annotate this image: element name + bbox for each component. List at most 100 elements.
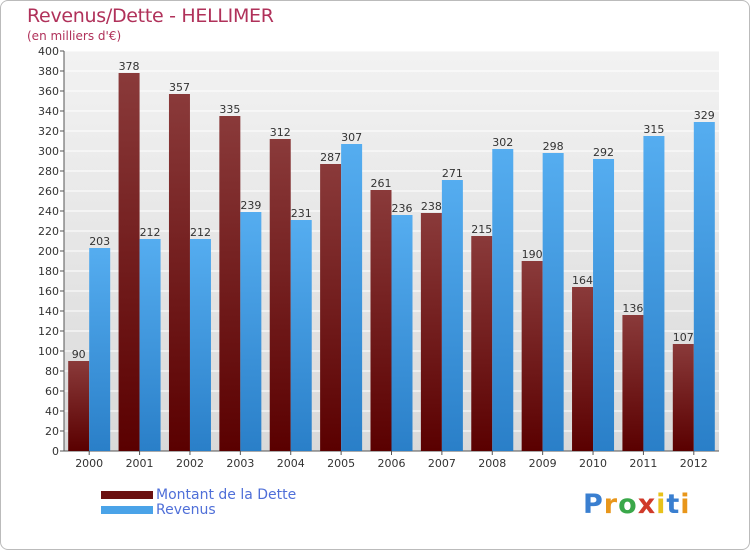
chart-subtitle: (en milliers d'€)	[27, 29, 122, 43]
data-label-revenus: 212	[140, 226, 161, 239]
y-tick-label: 0	[52, 445, 59, 458]
bar-dette	[68, 361, 90, 451]
data-label-dette: 107	[673, 331, 694, 344]
bar-dette	[622, 315, 644, 451]
y-tick-label: 240	[38, 205, 59, 218]
data-label-revenus: 203	[89, 235, 110, 248]
x-tick-label: 2000	[75, 457, 103, 470]
x-tick-label: 2012	[680, 457, 708, 470]
data-label-revenus: 212	[190, 226, 211, 239]
x-tick-label: 2006	[378, 457, 406, 470]
proxiti-logo: Proxiti	[583, 489, 691, 520]
x-tick-label: 2009	[529, 457, 557, 470]
logo-letter: t	[666, 489, 681, 520]
legend-swatch-dette	[101, 490, 153, 499]
y-tick-label: 260	[38, 185, 59, 198]
bar-revenus	[693, 122, 715, 451]
data-label-revenus: 307	[341, 131, 362, 144]
y-tick-label: 280	[38, 165, 59, 178]
bar-dette	[521, 261, 543, 451]
data-label-revenus: 236	[392, 202, 413, 215]
data-label-revenus: 231	[291, 207, 312, 220]
legend-label-dette: Montant de la Dette	[156, 486, 297, 503]
logo-letter: P	[583, 489, 604, 520]
x-tick-label: 2002	[176, 457, 204, 470]
y-tick-label: 40	[45, 405, 59, 418]
bar-revenus	[341, 144, 363, 451]
y-tick-label: 60	[45, 385, 59, 398]
bar-revenus	[593, 159, 615, 451]
bar-revenus	[391, 215, 413, 451]
y-tick-label: 180	[38, 265, 59, 278]
bar-dette	[471, 236, 493, 451]
y-tick-label: 120	[38, 325, 59, 338]
logo-letter: i	[656, 489, 667, 520]
bar-dette	[320, 164, 342, 451]
x-tick-label: 2005	[327, 457, 355, 470]
bar-revenus	[240, 212, 262, 451]
x-tick-label: 2011	[629, 457, 657, 470]
data-label-revenus: 292	[593, 146, 614, 159]
y-tick-label: 200	[38, 245, 59, 258]
bar-revenus	[139, 239, 161, 451]
x-tick-label: 2010	[579, 457, 607, 470]
data-label-revenus: 271	[442, 167, 463, 180]
legend-item-dette: Montant de la Dette	[101, 486, 297, 503]
legend-item-revenus: Revenus	[101, 501, 296, 518]
bar-dette	[672, 344, 694, 451]
bar-revenus	[290, 220, 312, 451]
bar-revenus	[542, 153, 564, 451]
chart-legend: Montant de la Dette Revenus	[101, 486, 297, 518]
data-label-dette: 164	[572, 274, 593, 287]
bar-revenus	[643, 136, 665, 451]
bar-revenus	[89, 248, 111, 451]
data-label-dette: 378	[119, 60, 140, 73]
y-tick-label: 320	[38, 125, 59, 138]
bar-revenus	[492, 149, 514, 451]
legend-swatch-revenus	[101, 505, 153, 514]
data-label-dette: 312	[270, 126, 291, 139]
y-tick-label: 80	[45, 365, 59, 378]
data-label-dette: 287	[320, 151, 341, 164]
y-tick-label: 160	[38, 285, 59, 298]
x-tick-label: 2003	[226, 457, 254, 470]
y-tick-label: 20	[45, 425, 59, 438]
data-label-dette: 215	[471, 223, 492, 236]
data-label-dette: 190	[522, 248, 543, 261]
bar-dette	[420, 213, 442, 451]
x-tick-label: 2004	[277, 457, 305, 470]
data-label-revenus: 298	[543, 140, 564, 153]
data-label-dette: 136	[622, 302, 643, 315]
y-tick-label: 340	[38, 105, 59, 118]
y-tick-label: 380	[38, 65, 59, 78]
data-label-dette: 335	[219, 103, 240, 116]
y-tick-label: 140	[38, 305, 59, 318]
y-tick-label: 220	[38, 225, 59, 238]
data-label-dette: 357	[169, 81, 190, 94]
bar-revenus	[441, 180, 463, 451]
bar-dette	[572, 287, 594, 451]
logo-letter: i	[680, 489, 691, 520]
data-label-dette: 90	[72, 348, 86, 361]
legend-label-revenus: Revenus	[156, 501, 216, 518]
bar-dette	[269, 139, 291, 451]
y-tick-label: 300	[38, 145, 59, 158]
bar-dette	[370, 190, 392, 451]
data-label-dette: 261	[371, 177, 392, 190]
data-label-revenus: 239	[240, 199, 261, 212]
data-label-dette: 238	[421, 200, 442, 213]
logo-letter: x	[637, 489, 657, 520]
y-tick-label: 360	[38, 85, 59, 98]
logo-letter: o	[618, 489, 638, 520]
bar-dette	[219, 116, 241, 451]
bar-dette	[118, 73, 140, 451]
x-tick-label: 2001	[126, 457, 154, 470]
bar-revenus	[189, 239, 211, 451]
y-tick-label: 100	[38, 345, 59, 358]
data-label-revenus: 302	[492, 136, 513, 149]
data-label-revenus: 329	[694, 109, 715, 122]
data-label-revenus: 315	[643, 123, 664, 136]
y-tick-label: 400	[38, 45, 59, 58]
